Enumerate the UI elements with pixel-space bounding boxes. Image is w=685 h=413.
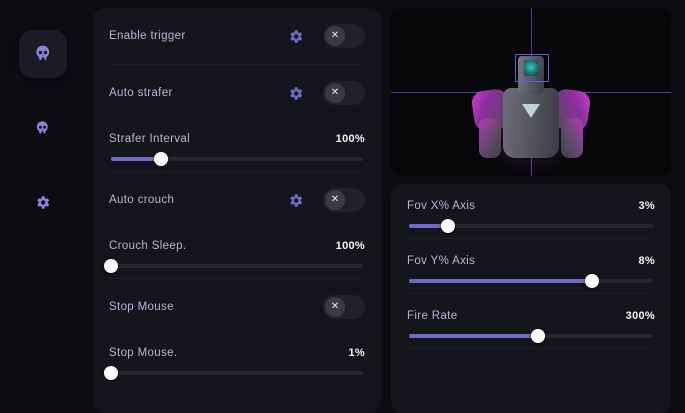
gear-icon[interactable] [285, 26, 305, 46]
skull-icon [34, 120, 51, 137]
gear-icon[interactable] [285, 190, 305, 210]
slider-knob[interactable] [104, 259, 118, 273]
slider-fill [409, 279, 592, 283]
slider-header: Fov Y% Axis 8% [407, 255, 655, 267]
slider-track[interactable] [409, 274, 653, 288]
row-label: Stop Mouse [109, 301, 174, 313]
slider-crouch-sleep: Crouch Sleep. 100% [104, 228, 365, 278]
robot-chest-light [522, 104, 540, 118]
slider-stop-mouse: Stop Mouse. 1% [104, 335, 365, 385]
slider-track[interactable] [111, 152, 363, 166]
slider-strafer-interval: Strafer Interval 100% [109, 121, 365, 171]
slider-value: 100% [335, 133, 365, 145]
slider-fill [409, 334, 539, 338]
slider-value: 1% [348, 347, 365, 359]
row-label: Enable trigger [109, 30, 186, 42]
robot-visor [524, 60, 538, 76]
sidebar-item-settings[interactable] [19, 178, 67, 226]
slider-track[interactable] [409, 329, 653, 343]
toggle-knob: ✕ [325, 83, 345, 103]
slider-value: 100% [335, 240, 365, 252]
slider-label: Fire Rate [407, 310, 458, 322]
slider-fill [111, 157, 162, 161]
slider-value: 3% [638, 200, 655, 212]
divider [111, 171, 363, 172]
left-settings-panel: Enable trigger ✕ Auto strafer [93, 8, 381, 413]
divider [409, 348, 653, 349]
slider-label: Fov Y% Axis [407, 255, 476, 267]
slider-label: Strafer Interval [109, 133, 191, 145]
toggle-knob: ✕ [325, 190, 345, 210]
slider-knob[interactable] [441, 219, 456, 233]
right-settings-panel: Fov X% Axis 3% Fov Y% Axis 8% [391, 184, 671, 413]
toggle-knob: ✕ [325, 297, 345, 317]
slider-label: Fov X% Axis [407, 200, 476, 212]
slider-knob[interactable] [154, 152, 169, 166]
slider-header: Stop Mouse. 1% [109, 347, 365, 359]
row-label: Auto strafer [109, 87, 173, 99]
divider [111, 278, 363, 279]
slider-fov-x-axis: Fov X% Axis 3% [407, 184, 655, 238]
slider-label: Crouch Sleep. [109, 240, 187, 252]
slider-fire-rate: Fire Rate 300% [407, 294, 655, 348]
slider-fill [409, 224, 449, 228]
divider [111, 64, 363, 65]
robot-arm-left [479, 118, 501, 158]
robot-arm-right [561, 118, 583, 158]
character-preview [391, 8, 671, 176]
sidebar [0, 0, 85, 413]
right-column: Fov X% Axis 3% Fov Y% Axis 8% [391, 8, 671, 413]
row-auto-strafer: Auto strafer ✕ [109, 65, 365, 121]
toggle-enable-trigger[interactable]: ✕ [323, 24, 365, 48]
main-content: Enable trigger ✕ Auto strafer [85, 0, 685, 413]
slider-fov-y-axis: Fov Y% Axis 8% [407, 239, 655, 293]
row-enable-trigger: Enable trigger ✕ [109, 8, 365, 64]
slider-header: Crouch Sleep. 100% [109, 240, 365, 252]
robot-torso [503, 88, 559, 158]
slider-knob[interactable] [531, 329, 546, 343]
row-stop-mouse: Stop Mouse ✕ [109, 279, 365, 335]
slider-knob[interactable] [585, 274, 599, 288]
toggle-auto-strafer[interactable]: ✕ [323, 81, 365, 105]
slider-header: Strafer Interval 100% [109, 133, 365, 145]
divider [409, 293, 653, 294]
slider-value: 8% [638, 255, 655, 267]
slider-label: Stop Mouse. [109, 347, 178, 359]
esp-head-box [515, 54, 549, 82]
slider-track[interactable] [409, 219, 653, 233]
gear-icon [34, 194, 51, 211]
sidebar-item-visuals[interactable] [19, 104, 67, 152]
row-auto-crouch: Auto crouch ✕ [109, 172, 365, 228]
toggle-auto-crouch[interactable]: ✕ [323, 188, 365, 212]
toggle-knob: ✕ [325, 26, 345, 46]
slider-value: 300% [625, 310, 655, 322]
slider-header: Fire Rate 300% [407, 310, 655, 322]
slider-track[interactable] [104, 259, 363, 273]
gear-icon[interactable] [285, 83, 305, 103]
divider [409, 238, 653, 239]
slider-track[interactable] [104, 366, 363, 380]
slider-knob[interactable] [104, 366, 118, 380]
skull-icon [33, 44, 53, 64]
slider-header: Fov X% Axis 3% [407, 200, 655, 212]
row-label: Auto crouch [109, 194, 175, 206]
sidebar-item-aimbot[interactable] [18, 30, 67, 78]
toggle-stop-mouse[interactable]: ✕ [323, 295, 365, 319]
